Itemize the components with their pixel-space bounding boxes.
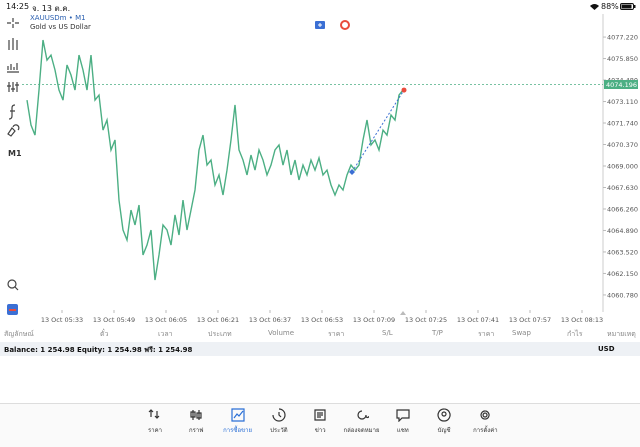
table-header-cell: S/L [382, 329, 393, 337]
nav-item[interactable]: การซื้อขาย [216, 408, 260, 435]
function-tool[interactable] [8, 104, 16, 120]
nav-label: ประวัติ [270, 427, 288, 434]
table-header-cell: หมายเหตุ [607, 330, 636, 338]
table-header-cell: ตั๋ว [100, 330, 109, 338]
table-header-cell: T/P [432, 329, 443, 337]
x-tick-label: 13 Oct 07:09 [353, 316, 395, 324]
nav-item[interactable]: ประวัติ [257, 408, 301, 435]
y-tick-label: 4064.890 [607, 227, 638, 235]
x-tick-label: 13 Oct 06:53 [301, 316, 343, 324]
current-price-label: 4074.196 [606, 81, 637, 89]
y-tick-label: 4069.000 [607, 163, 638, 171]
nav-label: บัญชี [437, 427, 451, 434]
y-tick-label: 4060.780 [607, 291, 638, 299]
y-tick-label: 4063.520 [607, 248, 638, 256]
y-tick-label: 4070.370 [607, 141, 638, 149]
status-date: จ. 13 ต.ค. [32, 4, 71, 13]
y-tick-label: 4071.740 [607, 120, 638, 128]
nav-item[interactable]: ราคา [133, 408, 177, 435]
y-tick-label: 4073.110 [607, 98, 638, 106]
scroll-marker [400, 311, 406, 315]
x-tick-label: 13 Oct 06:21 [197, 316, 239, 324]
nav-icon [437, 408, 451, 422]
draw-tool[interactable] [7, 124, 20, 137]
x-tick-label: 13 Oct 07:57 [509, 316, 551, 324]
x-tick-label: 13 Oct 05:33 [41, 316, 83, 324]
x-tick-label: 13 Oct 05:49 [93, 316, 135, 324]
trade-close [401, 87, 407, 93]
nav-item[interactable]: กราฟ [174, 408, 218, 435]
trade-line [351, 89, 405, 173]
y-tick-label: 4066.260 [607, 205, 638, 213]
nav-icon [356, 410, 369, 420]
objects-tool[interactable] [7, 82, 19, 92]
table-header-cell: ราคา [478, 330, 495, 338]
trade-open [349, 168, 355, 175]
table-header-cell: ราคา [328, 330, 345, 338]
x-tick-label: 13 Oct 07:41 [457, 316, 499, 324]
x-tick-label: 13 Oct 06:05 [145, 316, 187, 324]
nav-icon [190, 410, 202, 420]
nav-label: กราฟ [189, 427, 204, 434]
nav-label: ราคา [148, 427, 162, 434]
nav-icon [480, 410, 491, 420]
price-chart: XAUUSDm • M1 Gold vs US Dollar 4077.220 4… [22, 14, 638, 324]
table-header-cell: Volume [268, 329, 295, 337]
volume-tool[interactable] [7, 63, 19, 73]
table-header-cell: สัญลักษณ์ [4, 330, 34, 338]
nav-label: การตั้งค่า [473, 427, 498, 434]
balance-row [0, 342, 640, 356]
signal-icon[interactable] [340, 20, 350, 30]
crosshair-tool[interactable] [7, 18, 19, 28]
nav-item[interactable]: แชท [381, 408, 425, 435]
nav-icon [148, 409, 160, 419]
x-tick-label: 13 Oct 06:37 [249, 316, 291, 324]
nav-icon [314, 409, 326, 421]
nav-item[interactable]: การตั้งค่า [463, 408, 507, 435]
left-toolbar: M1 [7, 18, 22, 315]
table-header-cell: Swap [512, 329, 531, 337]
chart-symbol: XAUUSDm • M1 [30, 14, 86, 22]
zoom-tool[interactable] [7, 279, 17, 289]
nav-label: ข่าว [314, 427, 326, 434]
status-time: 14:25 [6, 2, 30, 11]
chart-description: Gold vs US Dollar [30, 23, 91, 31]
balance-currency: USD [598, 345, 615, 353]
y-tick-label: 4067.630 [607, 184, 638, 192]
nav-label: กล่องจดหมาย [343, 427, 380, 434]
x-tick-label: 13 Oct 07:25 [405, 316, 447, 324]
y-tick-label: 4075.850 [607, 55, 638, 63]
nav-icon [230, 408, 245, 422]
nav-icon [272, 408, 286, 422]
table-header-cell: กำไร [567, 330, 583, 338]
status-battery: 88% [601, 2, 619, 11]
nav-item[interactable]: ข่าว [298, 408, 342, 435]
y-tick-label: 4062.150 [607, 270, 638, 278]
x-tick-label: 13 Oct 08:13 [561, 316, 603, 324]
nav-item[interactable]: กล่องจดหมาย [340, 408, 384, 435]
nav-item[interactable]: บัญชี [422, 408, 466, 435]
nav-label: แชท [396, 427, 409, 434]
battery-icon [620, 3, 636, 10]
nav-icon [396, 409, 410, 422]
price-line [26, 39, 404, 281]
timeframe[interactable]: M1 [8, 149, 22, 158]
current-price-box [604, 79, 638, 89]
nav-label: การซื้อขาย [223, 427, 253, 434]
table-header-cell: เวลา [158, 330, 173, 338]
balance-text: Balance: 1 254.98 Equity: 1 254.98 ฟรี: … [4, 346, 193, 354]
wifi-icon [590, 4, 599, 10]
table-header-cell: ประเภท [208, 330, 232, 338]
y-tick-label: 4077.220 [607, 34, 638, 42]
indicator-tool[interactable] [8, 38, 18, 50]
